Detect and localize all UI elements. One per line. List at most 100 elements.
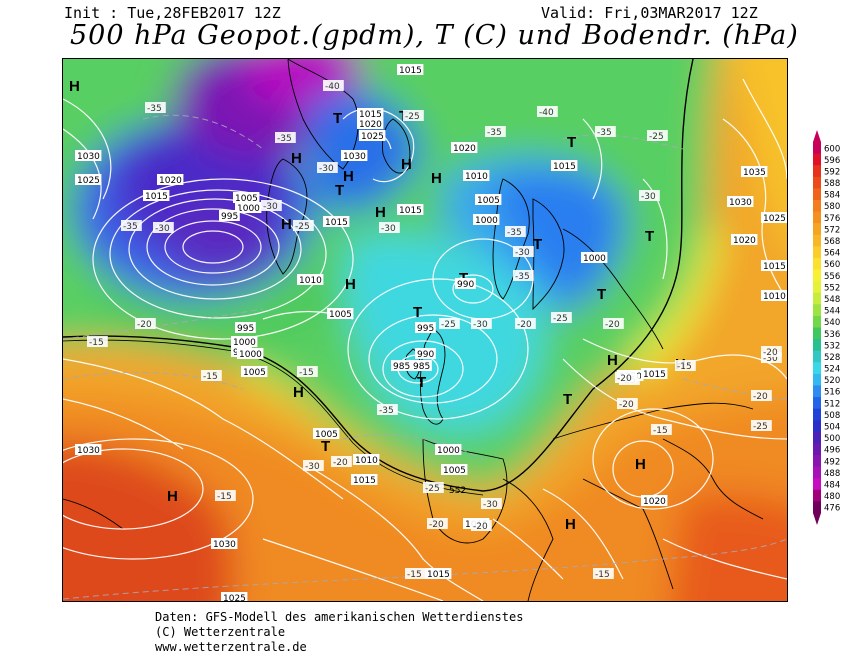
legend-swatch — [813, 246, 821, 259]
legend-swatch — [813, 489, 821, 502]
temp-label: -15 — [407, 570, 422, 580]
legend-swatch — [813, 176, 821, 189]
init-time: Init : Tue,28FEB2017 12Z — [64, 4, 281, 22]
legend-swatch — [813, 420, 821, 433]
legend-swatch — [813, 373, 821, 386]
temp-label: -30 — [515, 248, 530, 258]
isobar-label-bg — [219, 210, 240, 221]
legend-label: 508 — [824, 411, 840, 421]
temp-label: -15 — [203, 372, 218, 382]
legend-label: 524 — [824, 365, 840, 375]
temp-label: -25 — [441, 320, 456, 330]
weather-map: HHHHHHHHHHHHHHTTTTTTTTTTTT 1015101510201… — [62, 58, 788, 602]
isobar-label-bg — [415, 322, 436, 333]
legend-label: 488 — [824, 469, 840, 479]
legend-top-arrow — [813, 130, 821, 142]
temp-label: -20 — [473, 522, 488, 532]
legend-label: 552 — [824, 283, 840, 293]
temp-label: -30 — [641, 192, 656, 202]
isobar-label: 1025 — [223, 594, 246, 601]
legend-label: 520 — [824, 376, 840, 386]
isobar-label-bg — [323, 216, 350, 227]
legend-label: 536 — [824, 330, 840, 340]
temp-label: -20 — [753, 392, 768, 402]
isobar-label-bg — [435, 444, 462, 455]
temp-label-bg — [513, 246, 534, 257]
isobar-label-bg — [231, 336, 258, 347]
isobar-label: 990 — [417, 350, 434, 360]
isobar-label-bg — [415, 348, 436, 359]
isobar-label-bg — [451, 142, 478, 153]
isobar-label-bg — [463, 170, 490, 181]
isobar-label-bg — [211, 538, 238, 549]
legend-label: 600 — [824, 144, 840, 154]
temp-label: -15 — [653, 426, 668, 436]
isobar-label: 1000 — [237, 204, 260, 214]
footer-copyright: (C) Wetterzentrale — [155, 625, 286, 639]
legend-label: 560 — [824, 260, 840, 270]
high-pressure-center: H — [343, 168, 354, 185]
temp-label: -30 — [155, 224, 170, 234]
legend-swatch — [813, 431, 821, 444]
legend-swatch — [813, 339, 821, 352]
isobar-label: 1030 — [77, 152, 100, 162]
temp-label-bg — [403, 110, 424, 121]
temp-label-bg — [505, 226, 526, 237]
temp-label-bg — [513, 270, 534, 281]
high-pressure-center: H — [281, 216, 292, 233]
isobar-label-bg — [641, 495, 668, 506]
isobar-label: 1000 — [239, 350, 262, 360]
temp-label-bg — [751, 390, 772, 401]
legend-label: 516 — [824, 388, 840, 398]
isobar-label-bg — [581, 252, 608, 263]
temp-label-bg — [537, 106, 558, 117]
isobar-label-bg — [455, 278, 476, 289]
isobar-label-bg — [143, 190, 170, 201]
low-pressure-center: T — [413, 304, 422, 321]
temp-label: -35 — [277, 134, 292, 144]
isobar-label: 1000 — [583, 254, 606, 264]
temp-label: -35 — [515, 272, 530, 282]
temp-label-bg — [201, 370, 222, 381]
isobar-label: 1030 — [729, 198, 752, 208]
legend-label: 528 — [824, 353, 840, 363]
isobar-label-bg — [75, 444, 102, 455]
legend-swatch — [813, 188, 821, 201]
temperature-labels: -35-40-35-30-25-35-40-35-30-25-30-35 -30-… — [87, 80, 782, 580]
high-pressure-center: H — [635, 456, 646, 473]
isobar-label: 1020 — [643, 497, 666, 507]
isobar-label-bg — [391, 360, 412, 371]
legend-label: 484 — [824, 480, 840, 490]
legend-swatch — [813, 153, 821, 166]
legend-label: 492 — [824, 457, 840, 467]
isobar-label-bg — [327, 308, 354, 319]
isobar-label-bg — [75, 174, 102, 185]
isobar-label: 1015 — [399, 206, 422, 216]
low-pressure-center: T — [597, 286, 606, 303]
temp-label-bg — [751, 420, 772, 431]
legend-label: 596 — [824, 156, 840, 166]
high-pressure-center: H — [69, 78, 80, 95]
isobar-label-bg — [357, 118, 384, 129]
isobar-label-bg — [397, 64, 424, 75]
temp-label-bg — [297, 366, 318, 377]
legend-swatch — [813, 443, 821, 456]
isobar-label: 1025 — [361, 132, 384, 142]
legend-label: 504 — [824, 423, 840, 433]
low-pressure-center: T — [533, 236, 542, 253]
isobar-label: 1020 — [359, 120, 382, 130]
isobar-label: 1015 — [553, 162, 576, 172]
temp-label-bg — [331, 456, 352, 467]
isobar-label: 995 — [417, 324, 434, 334]
temp-label-bg — [275, 132, 296, 143]
isobar-label-bg — [641, 368, 668, 379]
isobar-label: 1015 — [359, 110, 382, 120]
legend-swatch — [813, 223, 821, 236]
temp-label: -15 — [595, 570, 610, 580]
temp-label-bg — [323, 80, 344, 91]
temp-label-bg — [87, 336, 108, 347]
isobar-label: 1010 — [465, 172, 488, 182]
isobar-label-bg — [741, 166, 768, 177]
map-title: 500 hPa Geopot.(gpdm), T (C) und Bodendr… — [70, 20, 799, 51]
temp-label: -15 — [677, 362, 692, 372]
